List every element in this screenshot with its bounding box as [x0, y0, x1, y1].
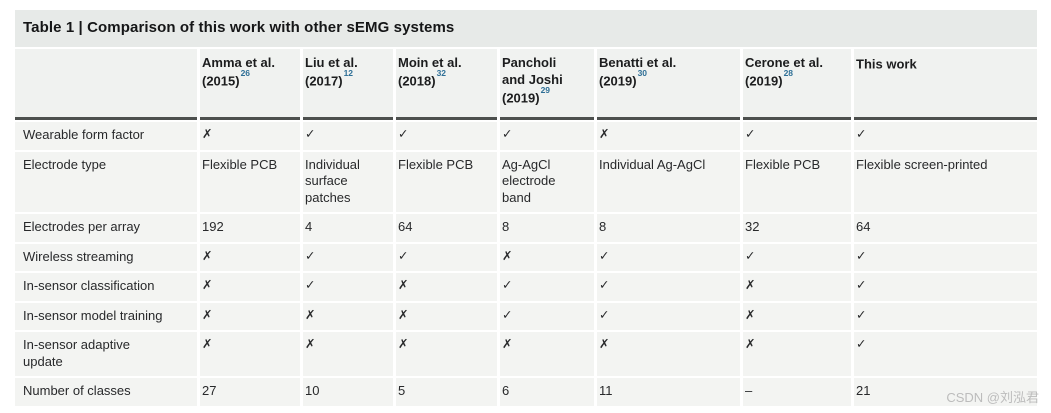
column-header-label: Moin et al. (2018) [398, 55, 462, 89]
table-cell: 64 [854, 214, 1037, 242]
column-header-liu: Liu et al. (2017)12 [303, 49, 393, 120]
column-header-benatti: Benatti et al. (2019)30 [597, 49, 740, 120]
column-header-cerone: Cerone et al. (2019)28 [743, 49, 851, 120]
table-cell: ✗ [743, 302, 851, 330]
table-cell: ✓ [854, 273, 1037, 301]
table-cell: ✓ [396, 243, 497, 271]
table-cell: ✗ [743, 332, 851, 376]
table-cell: ✓ [500, 302, 594, 330]
table-cell: ✓ [743, 122, 851, 150]
table-cell: 21 [854, 378, 1037, 406]
column-header-label: Cerone et al. (2019) [745, 55, 824, 89]
table-cell: ✗ [200, 273, 300, 301]
table-cell: Flexible screen-printed [854, 151, 1037, 212]
table-cell: ✗ [743, 273, 851, 301]
table-cell: ✓ [854, 122, 1037, 150]
row-label: Number of classes [15, 378, 197, 406]
column-header-amma: Amma et al. (2015)26 [200, 49, 300, 120]
table-cell: 27 [200, 378, 300, 406]
table-cell: Flexible PCB [396, 151, 497, 212]
table-cell: ✗ [200, 122, 300, 150]
table-cell: Flexible PCB [743, 151, 851, 212]
reference-superscript: 29 [540, 84, 551, 95]
table-cell: ✓ [854, 332, 1037, 376]
row-label: In-sensor classification [15, 273, 197, 301]
table-cell: 192 [200, 214, 300, 242]
column-header-moin: Moin et al. (2018)32 [396, 49, 497, 120]
column-header-label: Benatti et al. (2019) [599, 55, 677, 89]
table-cell: ✗ [303, 332, 393, 376]
table-cell: ✗ [200, 332, 300, 376]
column-header-this-work: This work [854, 49, 1037, 120]
table-title-band: Table 1 | Comparison of this work with o… [15, 10, 1037, 47]
table-cell: 32 [743, 214, 851, 242]
table-cell: ✗ [396, 332, 497, 376]
table-cell: ✓ [500, 122, 594, 150]
table-cell: ✓ [396, 122, 497, 150]
row-label: In-sensor adaptive update [15, 332, 197, 376]
row-label: Wireless streaming [15, 243, 197, 271]
row-label: Electrode type [15, 151, 197, 212]
row-label: Electrodes per array [15, 214, 197, 242]
table-cell: 11 [597, 378, 740, 406]
table-cell: ✗ [597, 332, 740, 376]
reference-superscript: 12 [343, 68, 354, 79]
watermark: CSDN @刘泓君 [946, 390, 1039, 405]
table-cell: ✗ [597, 122, 740, 150]
column-header-pancholi: Pancholi and Joshi (2019)29 [500, 49, 594, 120]
table-cell: ✓ [854, 302, 1037, 330]
table-cell: ✗ [500, 332, 594, 376]
table-cell: 6 [500, 378, 594, 406]
table-cell: ✓ [500, 273, 594, 301]
table-cell: ✓ [597, 302, 740, 330]
table-cell: ✗ [200, 302, 300, 330]
table-cell: ✓ [597, 273, 740, 301]
table-cell: ✗ [200, 243, 300, 271]
table-cell: 4 [303, 214, 393, 242]
table-grid: Amma et al. (2015)26 Liu et al. (2017)12… [15, 49, 1037, 406]
column-header-empty [15, 49, 197, 120]
reference-superscript: 28 [783, 68, 794, 79]
reference-superscript: 30 [637, 68, 648, 79]
reference-superscript: 26 [240, 68, 251, 79]
table-cell: ✗ [500, 243, 594, 271]
column-header-label: Pancholi and Joshi (2019) [502, 55, 563, 106]
table-cell: ✗ [396, 302, 497, 330]
column-header-label: Amma et al. (2015) [202, 55, 275, 89]
table-cell: 8 [597, 214, 740, 242]
table-cell: ✓ [743, 243, 851, 271]
table-cell: ✓ [854, 243, 1037, 271]
table-cell: 5 [396, 378, 497, 406]
table-cell: 64 [396, 214, 497, 242]
table-cell: Ag-AgCl electrode band [500, 151, 594, 212]
table-title: Table 1 | Comparison of this work with o… [23, 19, 455, 36]
column-header-label: This work [856, 56, 917, 72]
table-cell: Individual Ag-AgCl [597, 151, 740, 212]
table-cell: ✗ [396, 273, 497, 301]
table-cell: ✓ [303, 273, 393, 301]
table-cell: 8 [500, 214, 594, 242]
semg-comparison-table: Table 1 | Comparison of this work with o… [15, 10, 1037, 406]
row-label: Wearable form factor [15, 122, 197, 150]
table-cell: 10 [303, 378, 393, 406]
table-cell: ✓ [597, 243, 740, 271]
table-cell: Individual surface patches [303, 151, 393, 212]
column-header-label: Liu et al. (2017) [305, 55, 358, 89]
table-cell: Flexible PCB [200, 151, 300, 212]
reference-superscript: 32 [436, 68, 447, 79]
table-cell: – [743, 378, 851, 406]
table-cell: ✗ [303, 302, 393, 330]
table-cell: ✓ [303, 122, 393, 150]
row-label: In-sensor model training [15, 302, 197, 330]
table-cell: ✓ [303, 243, 393, 271]
